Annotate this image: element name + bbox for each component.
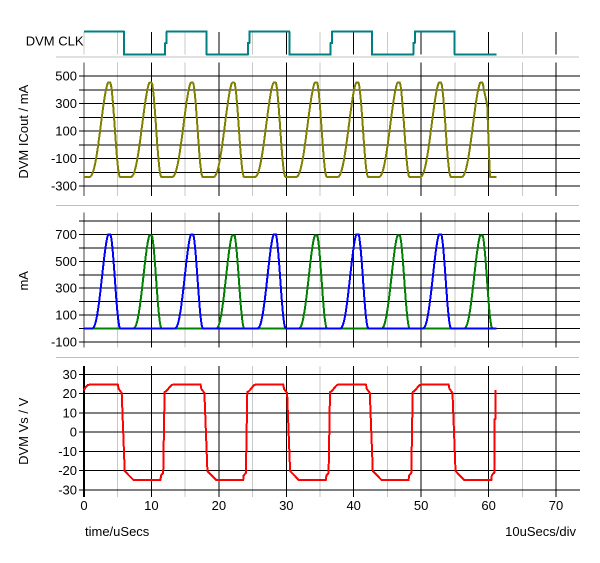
svg-text:-100: -100 (51, 151, 77, 166)
svg-text:20: 20 (212, 498, 226, 513)
svg-text:10uSecs/div: 10uSecs/div (505, 524, 576, 539)
svg-text:-20: -20 (58, 463, 77, 478)
svg-text:30: 30 (279, 498, 293, 513)
svg-text:300: 300 (55, 281, 77, 296)
svg-text:100: 100 (55, 308, 77, 323)
svg-text:-300: -300 (51, 179, 77, 194)
svg-text:30: 30 (63, 367, 77, 382)
svg-text:60: 60 (481, 498, 495, 513)
svg-text:300: 300 (55, 96, 77, 111)
svg-text:500: 500 (55, 69, 77, 84)
svg-text:500: 500 (55, 254, 77, 269)
svg-text:-100: -100 (51, 334, 77, 349)
svg-text:DVM ICout / mA: DVM ICout / mA (16, 84, 31, 178)
svg-text:0: 0 (80, 498, 87, 513)
svg-text:40: 40 (346, 498, 360, 513)
svg-text:50: 50 (414, 498, 428, 513)
svg-text:100: 100 (55, 124, 77, 139)
svg-text:time/uSecs: time/uSecs (85, 524, 150, 539)
svg-text:mA: mA (16, 271, 31, 291)
svg-text:DVM CLK: DVM CLK (26, 34, 84, 49)
svg-text:0: 0 (70, 425, 77, 440)
svg-text:20: 20 (63, 386, 77, 401)
svg-text:70: 70 (549, 498, 563, 513)
svg-text:10: 10 (144, 498, 158, 513)
svg-text:DVM Vs / V: DVM Vs / V (16, 397, 31, 465)
svg-text:700: 700 (55, 227, 77, 242)
svg-text:10: 10 (63, 405, 77, 420)
svg-text:-10: -10 (58, 444, 77, 459)
svg-text:-30: -30 (58, 482, 77, 497)
